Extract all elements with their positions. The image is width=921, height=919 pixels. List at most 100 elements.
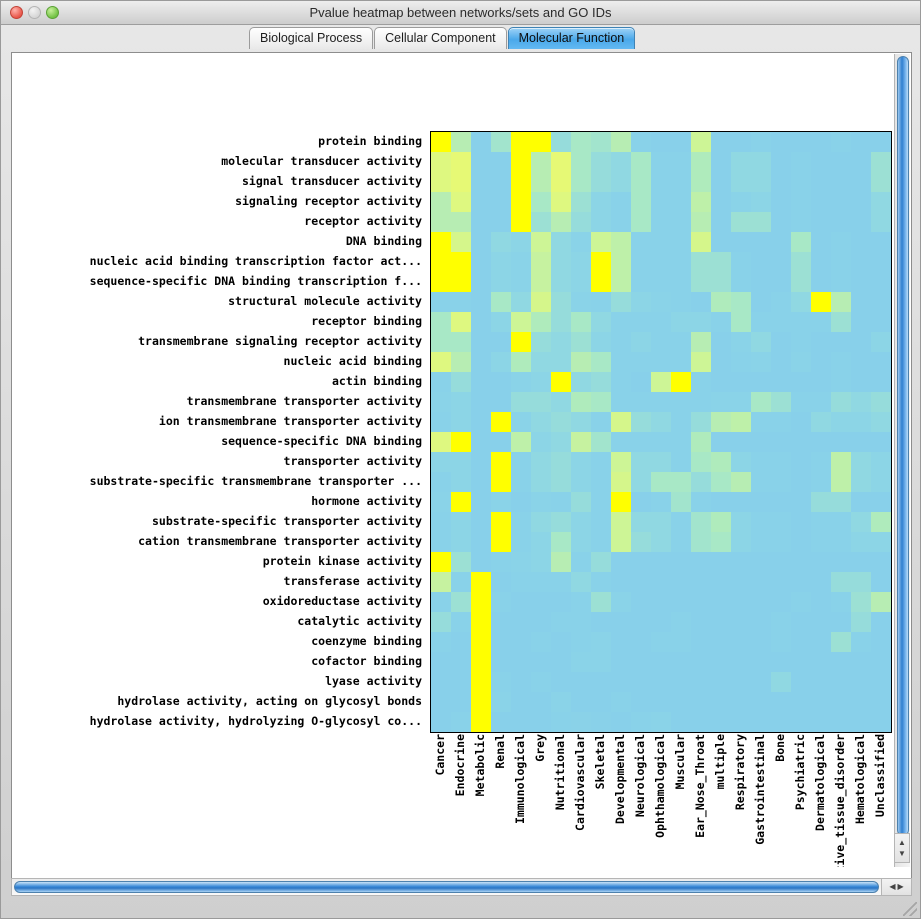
heatmap-cell[interactable]: [791, 232, 811, 252]
heatmap-cell[interactable]: [651, 212, 671, 232]
scroll-right-icon[interactable]: ▶: [897, 882, 904, 891]
heatmap-cell[interactable]: [851, 632, 871, 652]
heatmap-cell[interactable]: [711, 432, 731, 452]
heatmap-cell[interactable]: [771, 672, 791, 692]
heatmap-cell[interactable]: [711, 352, 731, 372]
heatmap-cell[interactable]: [611, 132, 631, 152]
heatmap-cell[interactable]: [611, 192, 631, 212]
heatmap-cell[interactable]: [651, 352, 671, 372]
heatmap-cell[interactable]: [691, 232, 711, 252]
heatmap-cell[interactable]: [611, 272, 631, 292]
heatmap-cell[interactable]: [491, 652, 511, 672]
heatmap-cell[interactable]: [851, 692, 871, 712]
heatmap-cell[interactable]: [791, 272, 811, 292]
heatmap-cell[interactable]: [831, 372, 851, 392]
heatmap-cell[interactable]: [711, 332, 731, 352]
heatmap-cell[interactable]: [531, 352, 551, 372]
heatmap-cell[interactable]: [731, 512, 751, 532]
heatmap-cell[interactable]: [691, 212, 711, 232]
heatmap-cell[interactable]: [751, 152, 771, 172]
heatmap-cell[interactable]: [711, 272, 731, 292]
heatmap-cell[interactable]: [811, 712, 831, 732]
heatmap-cell[interactable]: [431, 472, 451, 492]
heatmap-cell[interactable]: [571, 692, 591, 712]
heatmap-cell[interactable]: [711, 652, 731, 672]
heatmap-cell[interactable]: [511, 512, 531, 532]
heatmap-cell[interactable]: [831, 472, 851, 492]
heatmap-cell[interactable]: [691, 332, 711, 352]
heatmap-cell[interactable]: [711, 172, 731, 192]
heatmap-cell[interactable]: [491, 412, 511, 432]
heatmap-cell[interactable]: [771, 292, 791, 312]
heatmap-cell[interactable]: [751, 452, 771, 472]
heatmap-cell[interactable]: [511, 292, 531, 312]
heatmap-cell[interactable]: [831, 152, 851, 172]
heatmap-cell[interactable]: [511, 692, 531, 712]
heatmap-cell[interactable]: [791, 412, 811, 432]
heatmap-cell[interactable]: [671, 172, 691, 192]
heatmap-cell[interactable]: [711, 632, 731, 652]
heatmap-cell[interactable]: [551, 532, 571, 552]
heatmap-cell[interactable]: [591, 172, 611, 192]
heatmap-cell[interactable]: [591, 392, 611, 412]
heatmap-cell[interactable]: [451, 532, 471, 552]
heatmap-cell[interactable]: [591, 232, 611, 252]
heatmap-cell[interactable]: [651, 512, 671, 532]
heatmap-cell[interactable]: [591, 412, 611, 432]
heatmap-cell[interactable]: [871, 292, 891, 312]
heatmap-cell[interactable]: [851, 532, 871, 552]
heatmap-cell[interactable]: [471, 712, 491, 732]
heatmap-cell[interactable]: [591, 212, 611, 232]
heatmap-cell[interactable]: [651, 692, 671, 712]
heatmap-cell[interactable]: [511, 272, 531, 292]
heatmap-cell[interactable]: [691, 352, 711, 372]
heatmap-cell[interactable]: [651, 412, 671, 432]
heatmap-cell[interactable]: [871, 632, 891, 652]
heatmap-cell[interactable]: [811, 192, 831, 212]
heatmap-cell[interactable]: [671, 452, 691, 472]
heatmap-cell[interactable]: [511, 652, 531, 672]
heatmap-cell[interactable]: [451, 172, 471, 192]
heatmap-cell[interactable]: [651, 132, 671, 152]
heatmap-cell[interactable]: [631, 512, 651, 532]
heatmap-cell[interactable]: [531, 452, 551, 472]
heatmap-cell[interactable]: [611, 672, 631, 692]
heatmap-cell[interactable]: [451, 512, 471, 532]
heatmap-cell[interactable]: [631, 592, 651, 612]
heatmap-cell[interactable]: [791, 472, 811, 492]
heatmap-cell[interactable]: [871, 712, 891, 732]
heatmap-cell[interactable]: [451, 652, 471, 672]
heatmap-cell[interactable]: [671, 672, 691, 692]
heatmap-cell[interactable]: [431, 372, 451, 392]
heatmap-cell[interactable]: [431, 552, 451, 572]
heatmap-cell[interactable]: [531, 492, 551, 512]
heatmap-cell[interactable]: [691, 432, 711, 452]
heatmap-cell[interactable]: [711, 292, 731, 312]
heatmap-cell[interactable]: [771, 452, 791, 472]
heatmap-cell[interactable]: [611, 152, 631, 172]
heatmap-cell[interactable]: [791, 712, 811, 732]
heatmap-cell[interactable]: [491, 392, 511, 412]
heatmap-cell[interactable]: [631, 612, 651, 632]
heatmap-cell[interactable]: [811, 472, 831, 492]
heatmap-cell[interactable]: [671, 312, 691, 332]
heatmap-cell[interactable]: [691, 292, 711, 312]
heatmap-cell[interactable]: [771, 492, 791, 512]
heatmap-cell[interactable]: [691, 692, 711, 712]
heatmap-cell[interactable]: [851, 392, 871, 412]
heatmap-cell[interactable]: [751, 412, 771, 432]
heatmap-cell[interactable]: [731, 412, 751, 432]
heatmap-cell[interactable]: [851, 552, 871, 572]
heatmap-cell[interactable]: [831, 572, 851, 592]
heatmap-cell[interactable]: [431, 452, 451, 472]
heatmap-cell[interactable]: [631, 252, 651, 272]
heatmap-cell[interactable]: [631, 392, 651, 412]
heatmap-cell[interactable]: [811, 232, 831, 252]
heatmap-cell[interactable]: [771, 532, 791, 552]
heatmap-cell[interactable]: [531, 412, 551, 432]
heatmap-cell[interactable]: [851, 412, 871, 432]
heatmap-cell[interactable]: [511, 192, 531, 212]
heatmap-cell[interactable]: [711, 252, 731, 272]
heatmap-cell[interactable]: [771, 512, 791, 532]
heatmap-cell[interactable]: [471, 492, 491, 512]
